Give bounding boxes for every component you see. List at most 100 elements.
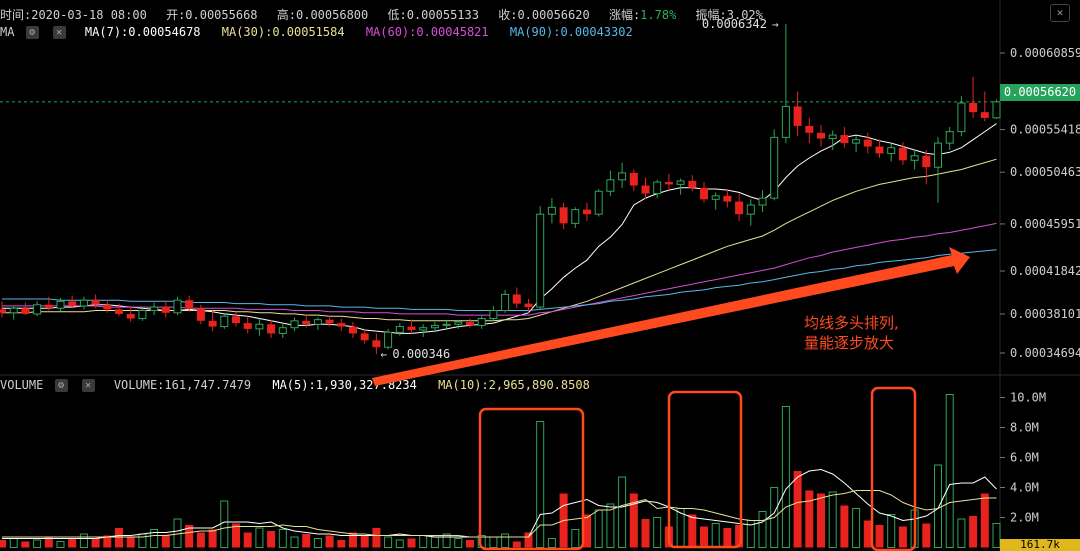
candle-up [255, 323, 264, 330]
candle-up [606, 179, 615, 192]
volume-bar-up [758, 511, 767, 548]
price-tick-label: 0.00041842 [1010, 264, 1080, 278]
volume-bar-down [302, 534, 311, 548]
volume-bar-down [161, 535, 170, 548]
volume-bar-down [267, 531, 276, 548]
volume-bar-up [781, 406, 790, 548]
volume-value: VOLUME:161,747.7479 [113, 378, 252, 392]
candle-up [536, 213, 545, 308]
volume-bar-up [430, 536, 439, 548]
candle-down [91, 300, 100, 305]
volume-bar-down [349, 532, 357, 548]
volume-bar-down [196, 532, 205, 548]
high-marker: 0.0006342 [702, 17, 767, 31]
candle-down [735, 201, 744, 215]
volume-bar-up [547, 538, 556, 548]
candle-down [302, 320, 311, 325]
volume-bar-down [524, 532, 533, 548]
volume-bar-down [466, 540, 474, 548]
volume-bar-up [571, 529, 580, 548]
candle-down [349, 326, 357, 334]
volume-bar-up [489, 536, 498, 548]
candle-down [863, 139, 872, 147]
settings-icon[interactable]: ⚙ [25, 26, 39, 39]
candle-up [384, 331, 393, 348]
volume-bar-up [992, 523, 1001, 548]
candle-down [0, 309, 6, 313]
close-indicator-icon[interactable]: ✕ [52, 26, 66, 39]
volume-bar-up [442, 533, 451, 548]
volume-bar-down [0, 540, 6, 548]
price-tick-label: 0.00038101 [1010, 307, 1080, 321]
price-tick-label: 0.00050463 [1010, 165, 1080, 179]
volume-highlight-box-3 [870, 386, 917, 551]
volume-bar-down [735, 525, 744, 548]
volume-bar-down [91, 538, 100, 548]
volume-bar-down [243, 532, 252, 548]
volume-bar-up [852, 508, 861, 548]
candle-down [641, 185, 650, 194]
volume-bar-up [395, 539, 404, 548]
volume-bar-down [875, 525, 884, 548]
candle-up [419, 327, 428, 331]
volume-bar-up [618, 476, 627, 548]
candle-up [594, 190, 603, 215]
price-tick-label: 0.00055418 [1010, 123, 1080, 137]
change-value: 1.78% [640, 8, 677, 22]
volume-tick-label: 4.0M [1010, 481, 1039, 495]
candle-up [676, 180, 685, 185]
volume-bar-up [220, 500, 229, 548]
volume-bar-down [185, 525, 194, 548]
candle-down [805, 125, 814, 133]
volume-bar-down [863, 520, 872, 548]
time-label: 时间:2020-03-18 08:00 [0, 8, 147, 22]
low-label: 低:0.00055133 [387, 8, 479, 22]
candle-up [489, 310, 498, 320]
candle-down [126, 313, 135, 319]
volume-highlight-box-2 [667, 390, 743, 549]
close-icon[interactable]: ✕ [1050, 4, 1070, 22]
volume-bar-up [501, 533, 510, 548]
volume-tick-label: 6.0M [1010, 451, 1039, 465]
candle-down [723, 195, 732, 202]
candle-down [793, 106, 802, 126]
amplitude-label: 振幅:3.02% [695, 8, 763, 22]
volume-bar-up [255, 527, 264, 548]
candle-up [150, 306, 159, 312]
volume-settings-icon[interactable]: ⚙ [54, 379, 68, 392]
volume-bar-down [641, 519, 650, 548]
volume-bar-up [828, 491, 837, 548]
candle-info-row: 时间:2020-03-18 08:00 开:0.00055668 高:0.000… [0, 6, 775, 23]
ma-indicator-name: MA [0, 25, 15, 39]
volume-bar-up [536, 421, 545, 548]
candle-down [817, 132, 825, 139]
candle-down [466, 321, 474, 326]
candle-up [746, 204, 755, 215]
candle-down [372, 340, 381, 348]
volume-bar-down [44, 537, 53, 548]
candle-up [477, 318, 486, 326]
candle-up [910, 155, 919, 161]
candle-up [852, 139, 861, 144]
candle-down [196, 308, 205, 321]
candle-down [922, 155, 931, 168]
close-label: 收:0.00056620 [498, 8, 590, 22]
candle-down [161, 307, 170, 313]
volume-bar-down [805, 490, 814, 548]
volume-bar-down [115, 528, 123, 548]
candle-up [945, 131, 954, 144]
candle-down [583, 209, 591, 215]
volume-close-icon[interactable]: ✕ [81, 379, 95, 392]
high-label: 高:0.00056800 [276, 8, 369, 22]
candle-down [337, 323, 346, 327]
candle-down [559, 207, 568, 224]
candle-up [547, 206, 556, 215]
volume-bar-down [126, 537, 135, 548]
candle-up [711, 195, 720, 200]
candle-down [44, 304, 53, 309]
ma7-legend: MA(7):0.00054678 [84, 25, 201, 39]
candle-up [278, 327, 287, 334]
candle-down [103, 304, 112, 310]
ma30-legend: MA(30):0.00051584 [221, 25, 345, 39]
